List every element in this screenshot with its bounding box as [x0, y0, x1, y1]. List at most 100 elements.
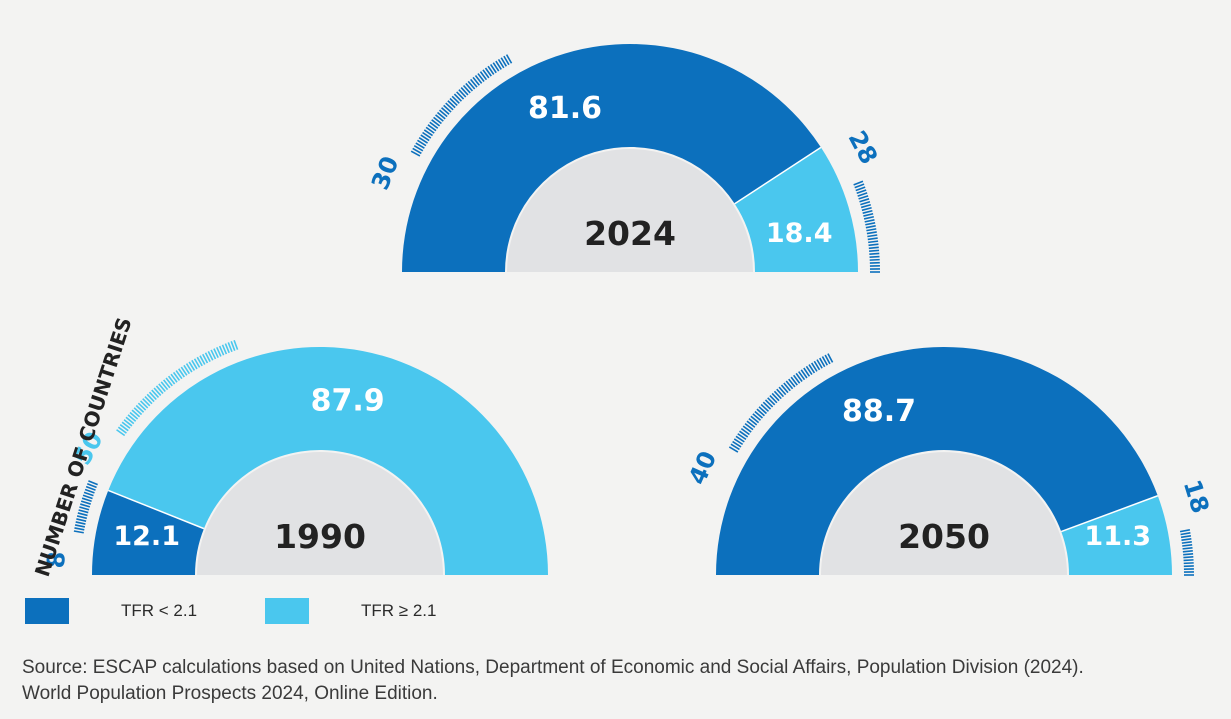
- count-ticks-low-2050-tick: [776, 388, 785, 398]
- count-ticks-low-2050-tick: [803, 367, 811, 377]
- count-ticks-high-2024-tick: [866, 231, 877, 235]
- legend-label-low: TFR < 2.1: [121, 601, 198, 620]
- count-ticks-low-2050-tick: [764, 399, 774, 408]
- source-line-2: World Population Prospects 2024, Online …: [22, 683, 438, 704]
- segment-high-2050: [1061, 495, 1172, 575]
- count-ticks-low-2050-tick: [750, 415, 760, 424]
- count-ticks-high-1990-tick: [202, 353, 209, 364]
- count-ticks-high-2024-tick: [855, 186, 866, 192]
- source-line-1: Source: ESCAP calculations based on Unit…: [22, 657, 1084, 678]
- count-ticks-low-2024-tick: [500, 57, 508, 67]
- count-ticks-high-1990-tick: [233, 339, 239, 350]
- count-ticks-low-2024-tick: [474, 74, 483, 84]
- count-ticks-high-2024-tick: [854, 183, 865, 189]
- count-ticks-low-1990: [73, 480, 98, 534]
- value-label-low-2050: 88.7: [842, 394, 916, 429]
- count-ticks-low-2024-tick: [429, 121, 439, 129]
- count-ticks-low-2050-tick: [746, 420, 756, 428]
- count-ticks-low-2050-tick: [792, 374, 801, 384]
- count-ticks-low-2050-tick: [810, 362, 818, 372]
- count-ticks-high-1990-tick: [191, 359, 198, 370]
- count-ticks-low-2024-tick: [425, 126, 435, 134]
- count-ticks-high-2024-tick: [867, 237, 878, 241]
- count-ticks-low-2024-tick: [435, 114, 444, 122]
- count-ticks-high-1990-tick: [183, 364, 191, 375]
- count-ticks-low-1990-tick: [80, 503, 91, 508]
- count-ticks-high-1990-tick: [193, 358, 201, 368]
- count-ticks-low-1990-tick: [75, 521, 86, 525]
- count-ticks-high-2024-tick: [865, 225, 876, 229]
- count-ticks-high-1990-tick: [160, 381, 169, 391]
- count-ticks-low-2024-tick: [470, 78, 478, 88]
- count-ticks-high-2050-tick: [1181, 540, 1192, 544]
- count-ticks-low-2050-tick: [805, 365, 813, 376]
- count-ticks-low-2050-tick: [798, 371, 806, 381]
- center-disc-2050: [821, 452, 1067, 575]
- count-ticks-low-2050-tick: [819, 357, 826, 368]
- count-ticks-low-2024-tick: [479, 71, 488, 81]
- count-ticks-high-1990-tick: [117, 426, 127, 434]
- count-ticks-low-2024-tick: [415, 142, 425, 149]
- count-ticks-high-1990-tick: [116, 429, 126, 437]
- count-ticks-low-1990-tick: [73, 530, 84, 534]
- count-ticks-high-1990-tick: [139, 400, 149, 409]
- count-ticks-low-1990-tick: [74, 527, 85, 531]
- count-ticks-high-2024-tick: [869, 252, 880, 255]
- count-ticks-high-2024-tick: [868, 246, 879, 250]
- count-ticks-low-2050-tick: [773, 390, 782, 400]
- count-ticks-low-2024-tick: [492, 62, 500, 72]
- count-ticks-high-2024-tick: [860, 201, 871, 206]
- count-ticks-high-1990-tick: [204, 352, 211, 363]
- count-ticks-high-2050: [1179, 529, 1194, 576]
- count-ticks-low-2050-tick: [737, 433, 747, 441]
- count-ticks-low-2024-tick: [456, 91, 465, 100]
- count-ticks-low-2024-tick: [465, 82, 474, 92]
- count-ticks-low-1990-tick: [83, 491, 94, 497]
- count-ticks-low-2024-tick: [497, 58, 505, 69]
- count-ticks-high-1990-tick: [151, 389, 160, 399]
- count-ticks-low-2050-tick: [771, 392, 780, 402]
- value-label-high-1990: 87.9: [311, 384, 385, 419]
- count-ticks-low-2050-tick: [808, 364, 816, 374]
- count-ticks-low-1990-tick: [79, 506, 90, 511]
- count-ticks-high-1990-tick: [123, 419, 133, 427]
- count-ticks-high-1990: [116, 339, 239, 437]
- count-ticks-high-1990-tick: [153, 387, 162, 396]
- count-ticks-low-2050-tick: [735, 435, 745, 443]
- count-ticks-low-2050-tick: [813, 360, 821, 371]
- count-ticks-low-2024-tick: [449, 97, 458, 107]
- count-ticks-high-1990-tick: [129, 411, 139, 420]
- count-ticks-low-2050-tick: [767, 397, 776, 406]
- count-ticks-high-2050-tick: [1180, 532, 1191, 536]
- count-ticks-high-1990-tick: [148, 391, 157, 401]
- count-ticks-low-2050-tick: [758, 406, 767, 415]
- count-ticks-low-1990-tick: [84, 488, 95, 494]
- count-ticks-high-1990-tick: [172, 371, 181, 381]
- count-ticks-high-2050-tick: [1182, 543, 1193, 547]
- segment-low-2024: [402, 43, 821, 272]
- count-ticks-high-1990-tick: [221, 344, 228, 355]
- year-label-1990: 1990: [274, 517, 366, 556]
- legend-swatch-high: [265, 598, 309, 624]
- count-label-low-2050: 40: [683, 447, 722, 489]
- segment-low-2050: [716, 346, 1158, 575]
- count-ticks-low-1990-tick: [80, 500, 91, 505]
- count-ticks-low-2024-tick: [462, 84, 471, 94]
- count-ticks-high-2024-tick: [863, 215, 874, 220]
- segment-high-1990: [108, 346, 548, 575]
- year-label-2024: 2024: [584, 214, 676, 253]
- count-ticks-high-2024-tick: [860, 203, 872, 209]
- count-ticks-high-1990-tick: [199, 355, 206, 365]
- count-ticks-low-2050-tick: [827, 353, 834, 363]
- legend-item-low: TFR < 2.1: [25, 598, 197, 624]
- segment-low-1990: [92, 490, 204, 575]
- count-ticks-low-2050-tick: [739, 430, 749, 438]
- count-ticks-low-1990-tick: [76, 518, 87, 522]
- count-ticks-high-2024-tick: [857, 192, 868, 197]
- count-label-low-1990: 8: [42, 551, 71, 569]
- count-ticks-high-1990-tick: [135, 404, 145, 413]
- count-ticks-low-2050-tick: [800, 369, 808, 379]
- count-ticks-low-2050-tick: [788, 378, 796, 388]
- count-ticks-high-2050-tick: [1181, 537, 1192, 542]
- count-ticks-high-2024-tick: [858, 195, 869, 200]
